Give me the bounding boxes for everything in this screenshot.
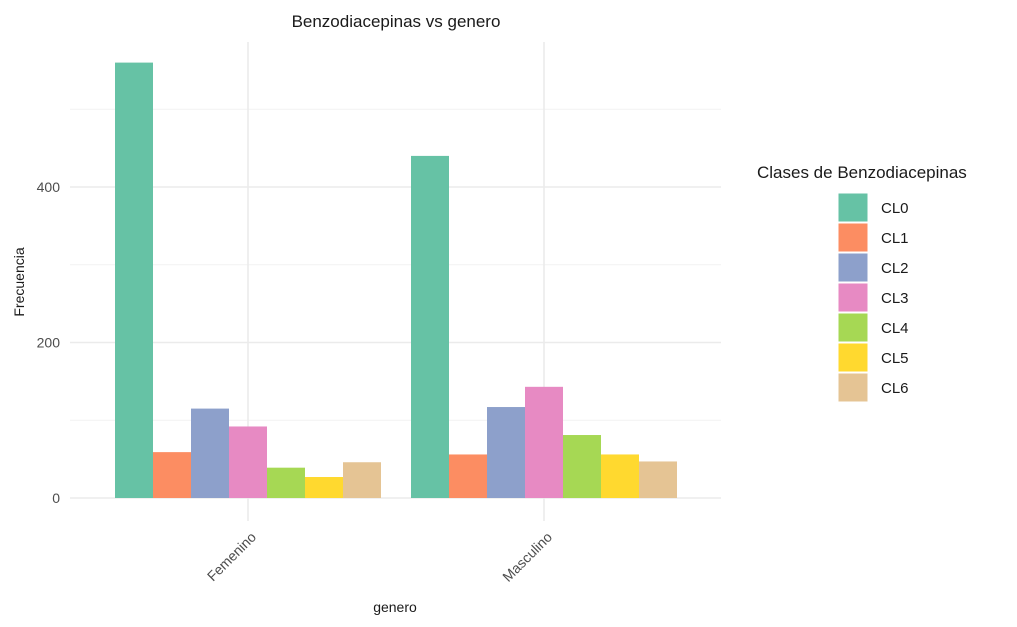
legend-label-cl3: CL3: [881, 290, 909, 307]
bar-cl0-masculino: [411, 155, 449, 498]
bar-cl6-femenino: [343, 462, 381, 498]
legend-title: Clases de Benzodiacepinas: [757, 163, 967, 182]
y-tick-label: 0: [52, 490, 60, 506]
chart-title: Benzodiacepinas vs genero: [292, 12, 501, 31]
y-tick-label: 400: [37, 179, 61, 195]
bar-cl5-masculino: [601, 454, 639, 498]
legend-key-cl4: [837, 312, 869, 343]
legend-label-cl1: CL1: [881, 230, 909, 247]
bar-cl6-masculino: [639, 461, 677, 498]
bar-cl3-femenino: [229, 426, 267, 498]
bar-cl4-femenino: [267, 467, 305, 498]
bar-cl4-masculino: [563, 435, 601, 498]
legend: Clases de Benzodiacepinas CL0 CL1 CL2 CL3 CL…: [757, 163, 967, 403]
bar-cl3-masculino: [525, 386, 563, 498]
y-axis-title: Frecuencia: [11, 247, 27, 316]
bar-cl2-masculino: [487, 407, 525, 498]
legend-key-cl6: [837, 372, 869, 403]
bar-cl1-femenino: [153, 452, 191, 498]
legend-key-cl5: [837, 342, 869, 373]
bar-cl5-femenino: [305, 477, 343, 498]
x-tick-label: Masculino: [499, 529, 555, 585]
legend-label-cl6: CL6: [881, 380, 909, 397]
legend-label-cl0: CL0: [881, 200, 909, 217]
legend-key-cl0: [837, 192, 869, 223]
bar-cl2-femenino: [191, 408, 229, 498]
grid: [70, 42, 721, 521]
legend-label-cl4: CL4: [881, 320, 909, 337]
legend-label-cl5: CL5: [881, 350, 909, 367]
legend-key-cl1: [837, 222, 869, 253]
legend-key-cl2: [837, 252, 869, 283]
x-axis-title: genero: [373, 599, 417, 615]
y-axis-ticks: 0 200 400: [37, 179, 61, 506]
bar-cl1-masculino: [449, 454, 487, 498]
y-tick-label: 200: [37, 335, 61, 351]
legend-key-cl3: [837, 282, 869, 313]
x-tick-label: Femenino: [204, 529, 259, 584]
legend-label-cl2: CL2: [881, 260, 909, 277]
bar-cl0-femenino: [115, 62, 153, 498]
x-axis-ticks: Femenino Masculino: [204, 529, 555, 585]
bars: [115, 62, 677, 498]
